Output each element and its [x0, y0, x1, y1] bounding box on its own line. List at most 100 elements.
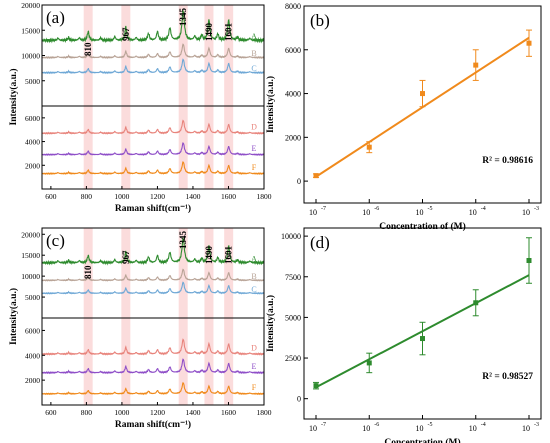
series-label-A: A: [251, 254, 257, 263]
peak-label: 1601: [224, 23, 234, 42]
x-tick-base: 10: [362, 424, 370, 433]
data-point: [473, 62, 479, 68]
y-tick-label: 4000: [25, 138, 40, 147]
x-tick-base: 10: [416, 208, 424, 217]
y-tick-label: 2000: [25, 161, 40, 170]
series-label-F: F: [252, 383, 257, 392]
panel-label: (a): [46, 8, 65, 27]
y-tick-label: 0: [297, 177, 301, 186]
y-tick-label: 2000: [25, 376, 40, 385]
y-tick-label: 2000: [285, 133, 301, 142]
y-tick-label: 0: [297, 395, 301, 404]
peak-label: 1345: [178, 231, 188, 250]
x-tick-base: 10: [309, 424, 317, 433]
x-tick-exponent: -5: [428, 422, 433, 428]
fit-line: [315, 36, 530, 178]
y-tick-label: 6000: [285, 46, 301, 55]
highlight-band: [204, 5, 214, 189]
x-tick-label: 1800: [257, 192, 272, 201]
data-point: [366, 360, 372, 366]
r2-annotation: R² = 0.98616: [482, 156, 533, 166]
peak-label: 967: [121, 250, 131, 264]
highlight-band: [204, 228, 214, 405]
x-tick-label: 1600: [221, 192, 236, 201]
x-tick-label: 600: [45, 408, 57, 417]
series-label-B: B: [251, 49, 256, 58]
x-tick-base: 10: [522, 424, 530, 433]
y-tick-label: 4000: [25, 351, 40, 360]
y-tick-label: 8000: [285, 2, 301, 11]
series-label-B: B: [251, 272, 256, 281]
x-tick-label: 800: [81, 192, 93, 201]
y-tick-label: 5000: [285, 313, 301, 322]
y-tick-label: 6000: [25, 114, 40, 123]
panel-label: (b): [310, 11, 330, 30]
data-point: [473, 300, 479, 306]
data-point: [420, 91, 425, 97]
x-tick-exponent: -4: [481, 206, 486, 212]
y-tick-label: 6000: [25, 326, 40, 335]
spectrum-line-A: [41, 236, 265, 266]
spectrum-line-F: [41, 381, 265, 396]
x-tick-label: 600: [45, 192, 57, 201]
y-tick-label: 20000: [21, 1, 40, 10]
highlight-band: [178, 5, 188, 189]
lower-frame: [41, 105, 265, 190]
peak-label: 967: [121, 27, 131, 41]
spectrum-line-B: [41, 268, 265, 282]
highlight-band: [121, 5, 131, 189]
x-tick-label: 1600: [221, 408, 236, 417]
spectrum-line-E: [41, 142, 265, 157]
y-tick-label: 5000: [25, 293, 40, 302]
x-tick-base: 10: [309, 208, 317, 217]
y-tick-label: 5000: [25, 77, 40, 86]
x-tick-base: 10: [469, 424, 477, 433]
peak-label: 1490: [204, 23, 214, 42]
y-tick-label: 10000: [21, 272, 40, 281]
y-axis-label: Intensity(a.u.): [8, 68, 19, 125]
x-tick-base: 10: [362, 208, 370, 217]
x-tick-exponent: -6: [374, 422, 379, 428]
series-label-D: D: [251, 343, 257, 352]
x-tick-label: 1000: [114, 192, 129, 201]
x-tick-exponent: -7: [321, 422, 326, 428]
y-tick-label: 15000: [21, 251, 40, 260]
data-point: [313, 173, 319, 179]
x-tick-exponent: -4: [481, 422, 486, 428]
y-tick-label: 4000: [285, 90, 301, 99]
series-label-C: C: [251, 64, 256, 73]
peak-label: 1345: [178, 8, 188, 27]
x-axis-label: Concentration of (M): [379, 221, 466, 232]
spectrum-line-C: [41, 58, 265, 75]
x-tick-label: 1400: [185, 408, 200, 417]
y-tick-label: 20000: [21, 230, 40, 239]
highlight-band: [83, 5, 93, 189]
highlight-band: [121, 228, 131, 405]
x-axis-label: Raman shift(cm⁻¹): [115, 419, 191, 430]
data-point: [366, 144, 372, 150]
highlight-band: [83, 228, 93, 405]
series-label-D: D: [251, 123, 257, 132]
y-axis-label: Intensity(a.u.): [265, 295, 276, 352]
y-axis-label: Intensity(a.u.): [265, 76, 276, 133]
highlight-band: [178, 228, 188, 405]
data-point: [313, 383, 319, 389]
data-point: [526, 40, 532, 46]
spectrum-line-D: [41, 338, 265, 356]
peak-label: 810: [83, 265, 93, 279]
x-tick-label: 1200: [150, 408, 165, 417]
r2-annotation: R² = 0.98527: [482, 372, 533, 382]
peak-label: 810: [83, 42, 93, 56]
data-point: [526, 258, 532, 264]
spectra-panel-0: ABC D E F 810 967 1345 1490 1601 (a) 5000 10000 1500…: [8, 1, 272, 214]
y-tick-label: 7500: [285, 273, 301, 282]
spectrum-line-B: [41, 43, 265, 60]
spectrum-line-A: [41, 8, 265, 44]
series-label-F: F: [252, 163, 257, 172]
x-axis-label: Concentration (M): [384, 437, 460, 443]
y-tick-label: 15000: [21, 26, 40, 35]
series-label-E: E: [252, 362, 257, 371]
x-tick-exponent: -7: [321, 206, 326, 212]
